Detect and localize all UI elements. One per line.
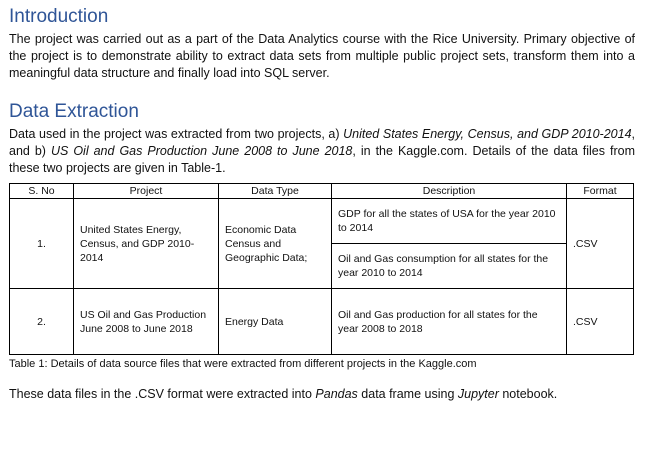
row1-description-1: GDP for all the states of USA for the ye… <box>331 198 567 244</box>
row1-format: .CSV <box>566 198 634 289</box>
row2-description-1: Oil and Gas production for all states fo… <box>331 288 567 355</box>
extraction-text-1: Data used in the project was extracted f… <box>9 127 344 141</box>
conclusion-paragraph: These data files in the .CSV format were… <box>9 386 635 403</box>
table-row: Oil and Gas consumption for all states f… <box>10 243 634 289</box>
header-format: Format <box>566 183 634 199</box>
row1-sno: 1. <box>9 198 74 289</box>
header-description: Description <box>331 183 567 199</box>
row2-sno: 2. <box>9 288 74 355</box>
table-header-row: S. No Project Data Type Description Form… <box>9 183 634 199</box>
table-caption: Table 1: Details of data source files th… <box>9 358 477 370</box>
jupyter-term: Jupyter <box>457 387 499 401</box>
header-sno: S. No <box>9 183 74 199</box>
table-row: 1. United States Energy, Census, and GDP… <box>9 198 634 289</box>
outro-text-1: These data files in the .CSV format were… <box>9 387 316 401</box>
data-extraction-heading: Data Extraction <box>9 101 139 122</box>
row2-format: .CSV <box>566 288 634 355</box>
row1-data-type: Economic Data Census and Geographic Data… <box>218 198 332 289</box>
row2-data-type: Energy Data <box>218 288 332 355</box>
row1-description-2: Oil and Gas consumption for all states f… <box>331 243 567 289</box>
row1-project: United States Energy, Census, and GDP 20… <box>73 198 219 289</box>
project-a-name: United States Energy, Census, and GDP 20… <box>343 127 632 141</box>
data-extraction-paragraph: Data used in the project was extracted f… <box>9 126 635 177</box>
outro-text-3: notebook. <box>498 387 558 401</box>
extraction-text-3: , in the Kaggle.com. Details of the data… <box>9 144 635 175</box>
project-b-name: US Oil and Gas Production June 2008 to J… <box>50 144 353 158</box>
introduction-heading: Introduction <box>9 6 109 27</box>
header-data-type: Data Type <box>218 183 332 199</box>
pandas-term: Pandas <box>315 387 358 401</box>
introduction-paragraph: The project was carried out as a part of… <box>9 32 635 80</box>
outro-text-2: data frame using <box>357 387 458 401</box>
data-source-table: S. No Project Data Type Description Form… <box>9 183 634 355</box>
document-page: Introduction The project was carried out… <box>9 6 635 403</box>
extraction-text-2: , and b) <box>9 127 636 158</box>
header-project: Project <box>73 183 219 199</box>
row2-project: US Oil and Gas Production June 2008 to J… <box>73 288 219 355</box>
table-row: 2. US Oil and Gas Production June 2008 t… <box>9 288 634 355</box>
